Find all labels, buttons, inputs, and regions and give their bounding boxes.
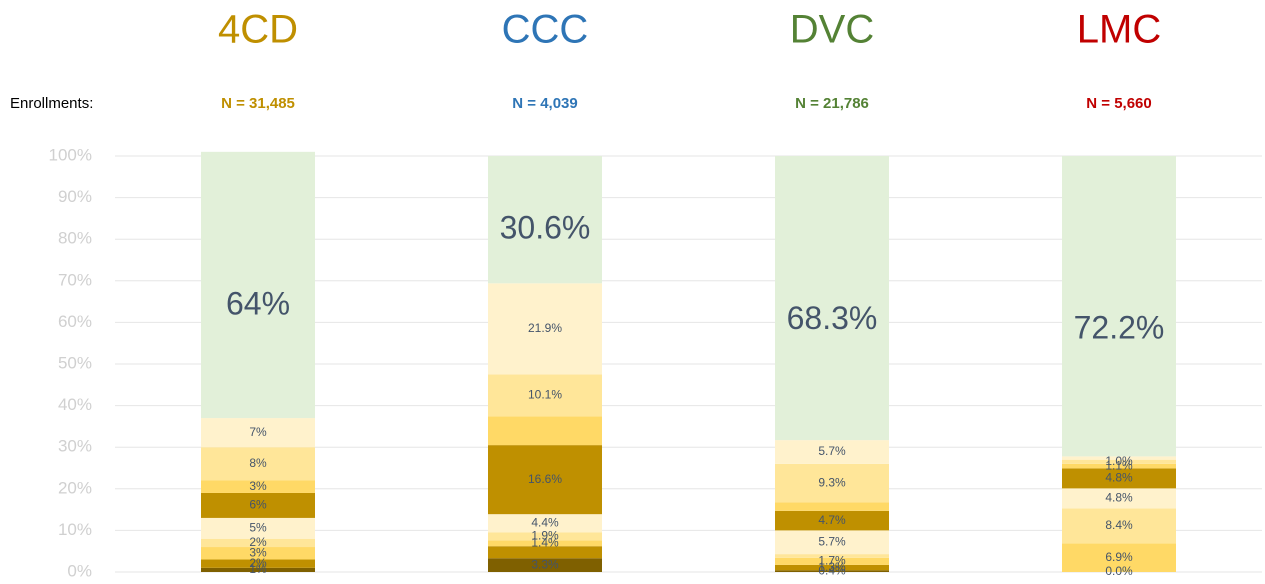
- data-label: 4.7%: [818, 513, 846, 527]
- bar-segment: [775, 570, 889, 572]
- data-label: 5%: [249, 520, 267, 534]
- data-label: 1.7%: [818, 554, 846, 568]
- bar-segment: [201, 517, 315, 539]
- bar-segment: [775, 557, 889, 565]
- data-label: 1.3%: [818, 560, 846, 574]
- bar-segment: [1062, 508, 1176, 544]
- data-label: 8%: [249, 456, 267, 470]
- data-label: 30.6%: [500, 209, 591, 245]
- bar-segment: [488, 416, 602, 446]
- y-tick-label: 20%: [58, 478, 92, 497]
- data-label: 72.2%: [1074, 310, 1165, 346]
- bar-segment: [1062, 463, 1176, 469]
- data-label: 4.4%: [531, 515, 559, 529]
- bar-segment: [1062, 468, 1176, 489]
- bar-segment: [201, 418, 315, 448]
- data-label: 1.9%: [531, 529, 559, 543]
- data-label: 21.9%: [528, 321, 562, 335]
- bar-segment: [775, 530, 889, 555]
- category-title: 4CD: [218, 8, 298, 52]
- y-tick-label: 90%: [58, 187, 92, 206]
- bar-segment: [1062, 488, 1176, 509]
- data-label: 5.7%: [818, 534, 846, 548]
- bar-segment: [201, 447, 315, 481]
- data-label: 9.3%: [818, 475, 846, 489]
- category-title: LMC: [1077, 8, 1161, 52]
- bar-segment: [1062, 456, 1176, 460]
- enrollment-label: N = 4,039: [512, 95, 577, 112]
- data-label: 2%: [249, 535, 267, 549]
- bar-segment: [488, 445, 602, 515]
- bar-segment: [488, 558, 602, 572]
- bar-segment: [488, 283, 602, 375]
- y-tick-label: 40%: [58, 395, 92, 414]
- data-label: 5.7%: [818, 444, 846, 458]
- bar-segment: [1062, 156, 1176, 457]
- data-label: 0.0%: [1105, 564, 1133, 578]
- bar-segment: [201, 480, 315, 493]
- row-label: Enrollments:: [10, 95, 93, 112]
- data-label: 3.3%: [531, 557, 559, 571]
- bar-segment: [488, 514, 602, 533]
- bar-segment: [488, 540, 602, 547]
- y-tick-label: 0%: [67, 561, 92, 580]
- data-label: 3%: [249, 479, 267, 493]
- bar-segment: [775, 156, 889, 441]
- data-label: 1.0%: [1105, 454, 1133, 468]
- data-label: 3%: [249, 545, 267, 559]
- enrollment-label: N = 21,786: [795, 95, 869, 112]
- data-label: 2%: [249, 556, 267, 570]
- data-label: 6%: [249, 498, 267, 512]
- bar-segment: [201, 567, 315, 572]
- bar-segment: [1062, 459, 1176, 464]
- bar-segment: [488, 532, 602, 541]
- bar-segment: [201, 492, 315, 518]
- data-label: 4.8%: [1105, 491, 1133, 505]
- data-label: 64%: [226, 286, 290, 322]
- y-tick-label: 50%: [58, 353, 92, 372]
- bar-segment: [201, 538, 315, 548]
- category-title: DVC: [790, 8, 874, 52]
- bar-segment: [775, 554, 889, 558]
- bar-segment: [488, 546, 602, 559]
- data-label: 0.4%: [818, 563, 846, 577]
- y-tick-label: 30%: [58, 437, 92, 456]
- y-tick-label: 80%: [58, 229, 92, 248]
- bar-segment: [1062, 543, 1176, 572]
- y-tick-label: 60%: [58, 312, 92, 331]
- data-label: 7%: [249, 425, 267, 439]
- bar-segment: [201, 547, 315, 560]
- bar-segment: [201, 559, 315, 568]
- bar-segment: [775, 440, 889, 464]
- data-label: 10.1%: [528, 388, 562, 402]
- data-label: 16.6%: [528, 472, 562, 486]
- data-label: 8.4%: [1105, 518, 1133, 532]
- data-label: 1.4%: [531, 535, 559, 549]
- enrollment-label: N = 5,660: [1086, 95, 1151, 112]
- category-title: CCC: [502, 8, 589, 52]
- data-label: 68.3%: [787, 300, 878, 336]
- bar-segment: [775, 502, 889, 511]
- bar-segment: [201, 151, 315, 419]
- data-label: 1.1%: [1105, 458, 1133, 472]
- data-label: 6.9%: [1105, 550, 1133, 564]
- y-tick-label: 100%: [49, 145, 92, 164]
- y-tick-label: 10%: [58, 520, 92, 539]
- data-label: 1%: [249, 562, 267, 576]
- data-label: 4.8%: [1105, 471, 1133, 485]
- bar-segment: [775, 564, 889, 571]
- bar-segment: [775, 510, 889, 531]
- bar-segment: [488, 374, 602, 417]
- enrollment-label: N = 31,485: [221, 95, 295, 112]
- y-tick-label: 70%: [58, 270, 92, 289]
- bar-segment: [775, 463, 889, 503]
- bar-segment: [488, 156, 602, 284]
